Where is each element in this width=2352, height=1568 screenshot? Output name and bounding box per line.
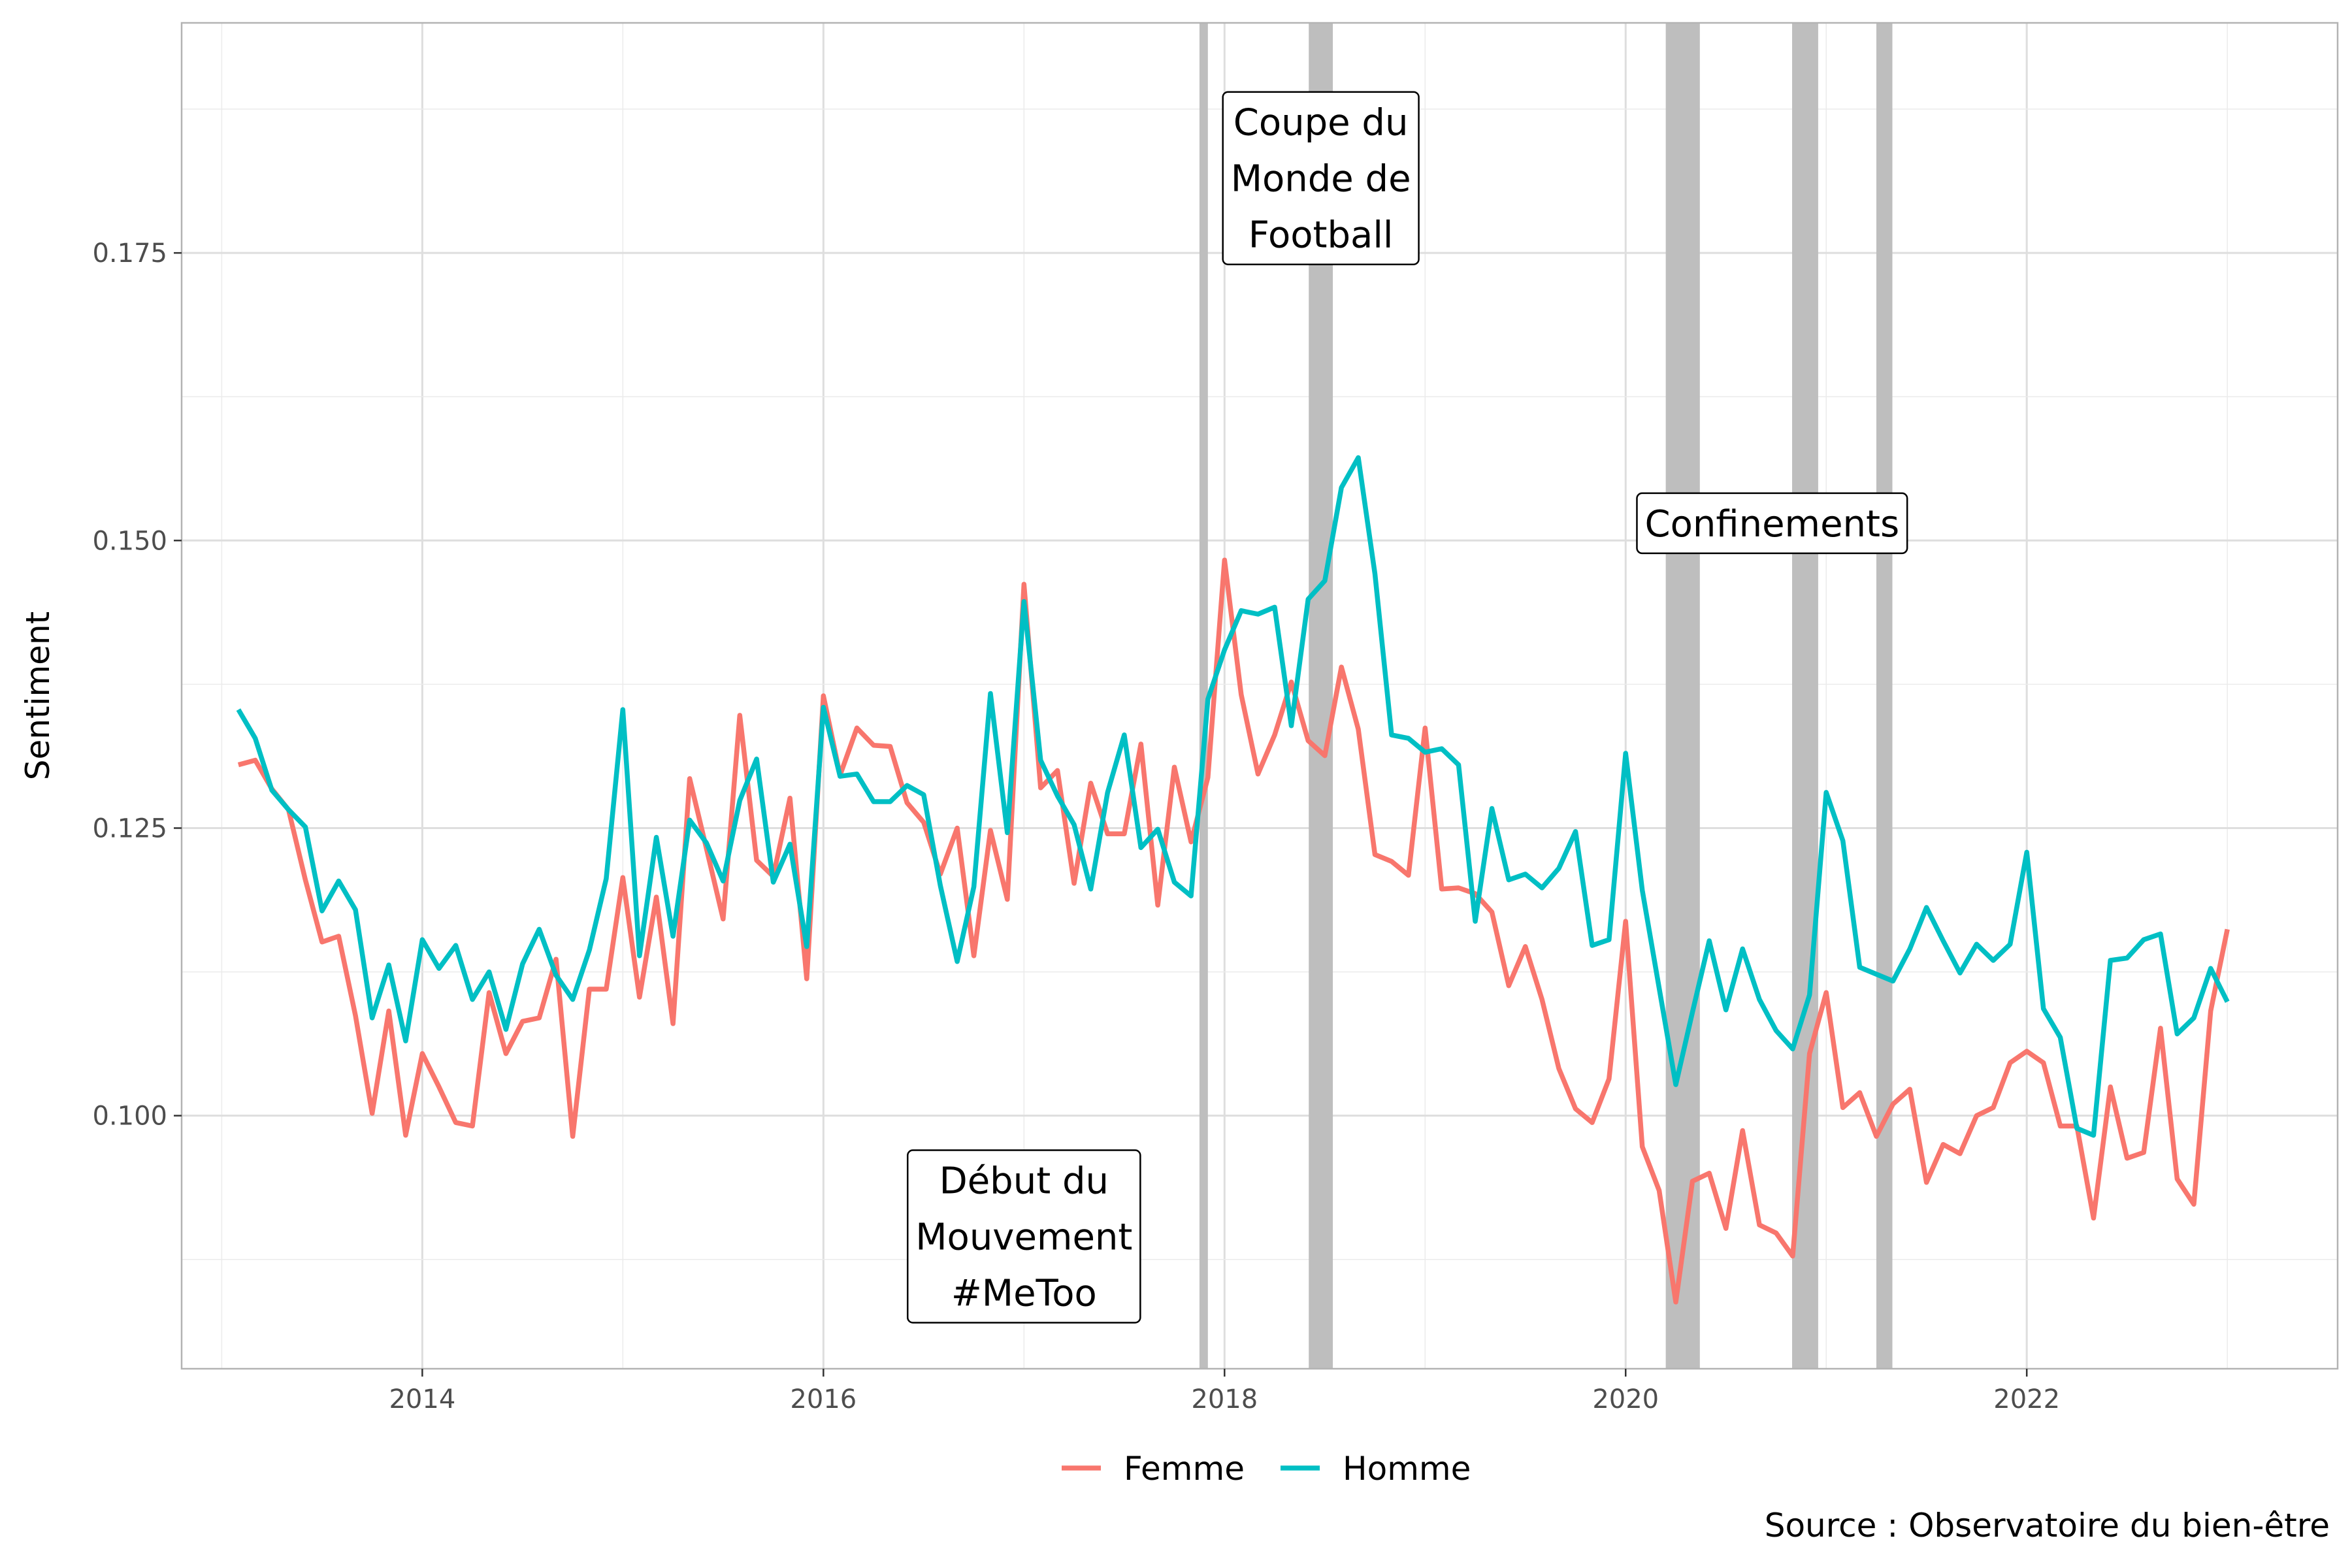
annotation-label: Début du Mouvement #MeToo [906,1149,1141,1324]
annotation-box [1222,91,1420,265]
x-tick-label: 2016 [790,1384,857,1414]
shaded-period [1665,23,1700,1369]
y-tick-label: 0.125 [92,813,167,843]
annotation-label: Confinements [1636,492,1908,555]
annotation-line: Début du [939,1160,1109,1203]
annotations: Coupe du Monde de Football Confinements Débu… [906,91,1908,1324]
series-lines [236,455,2230,1305]
annotation-box [1636,492,1908,555]
annotation-line: Confinements [1644,503,1899,546]
y-tick-label: 0.100 [92,1102,167,1132]
y-axis: 0.100 0.125 0.150 0.175 [92,238,182,1132]
annotation-line: #MeToo [951,1273,1097,1315]
annotation-line: Monde de [1231,158,1411,201]
y-axis-title: Sentiment [19,612,57,780]
x-axis: 2014 2016 2018 2020 2022 [389,1369,2060,1414]
x-tick-label: 2018 [1191,1384,1258,1414]
x-tick-label: 2020 [1592,1384,1659,1414]
x-tick-label: 2014 [389,1384,455,1414]
shaded-period [1199,23,1208,1369]
x-tick-label: 2022 [1993,1384,2060,1414]
annotation-line: Coupe du [1233,102,1409,144]
legend-label-homme: Homme [1343,1450,1471,1488]
annotation-label: Coupe du Monde de Football [1222,91,1420,265]
source-caption: Source : Observatoire du bien-être [1765,1507,2330,1544]
shaded-period [1792,23,1818,1369]
plot-border [180,22,2339,1370]
annotation-box [906,1149,1141,1324]
legend-label-femme: Femme [1124,1450,1245,1488]
shaded-periods-layer [1199,23,1893,1369]
series-line-homme [236,455,2230,1138]
shaded-period [1876,23,1893,1369]
legend: Femme Homme [1062,1450,1471,1488]
annotation-line: Football [1249,214,1394,257]
y-tick-label: 0.150 [92,526,167,556]
y-tick-label: 0.175 [92,238,167,269]
annotation-line: Mouvement [915,1217,1132,1259]
